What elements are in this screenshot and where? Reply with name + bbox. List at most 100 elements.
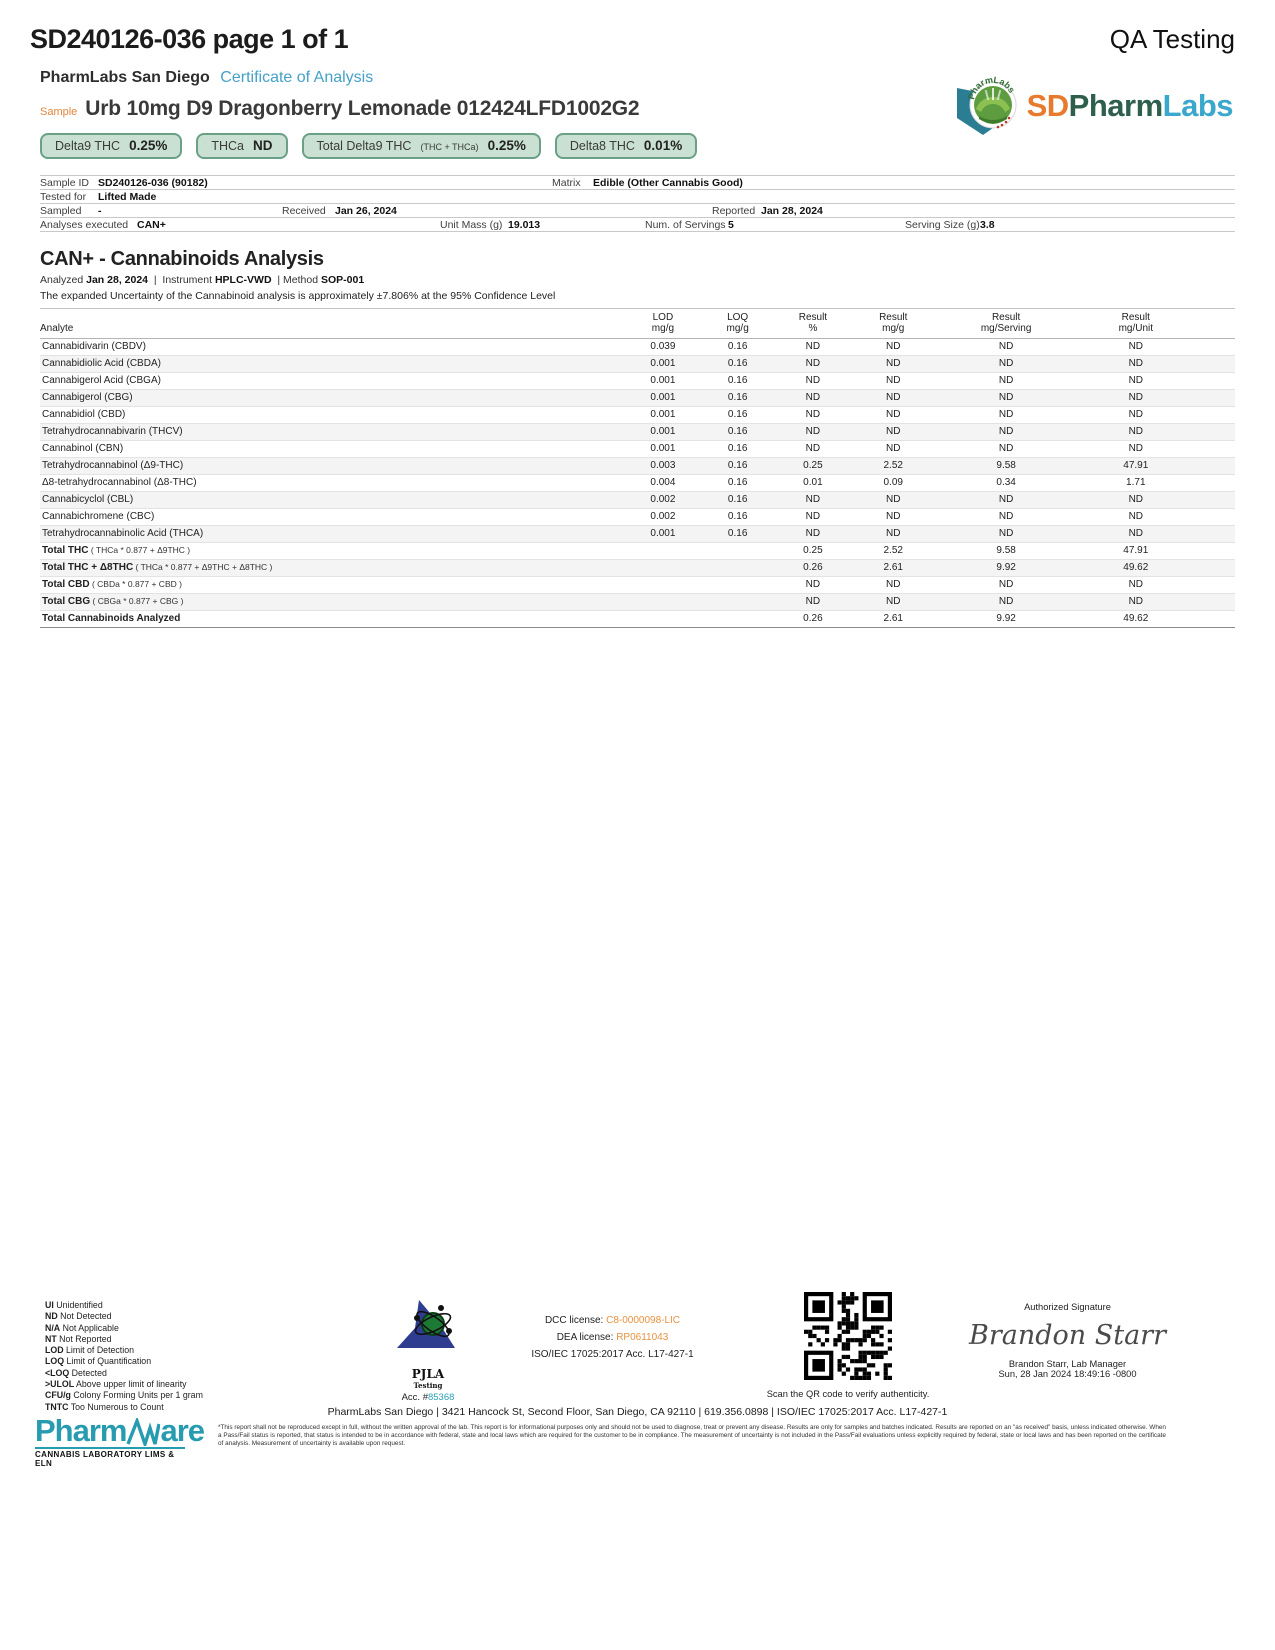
meta-row-sample-id: Sample ID SD240126-036 (90182) Matrix Ed… bbox=[40, 175, 1235, 189]
col-loq: LOQ mg/g bbox=[701, 308, 775, 339]
row-spacer bbox=[1194, 457, 1235, 475]
unit-value: ND bbox=[1077, 338, 1195, 356]
pharmlabs-seal-icon: PharmLabs bbox=[956, 75, 1017, 135]
serving-value: 9.92 bbox=[934, 559, 1078, 577]
analyte-name: Cannabidivarin (CBDV) bbox=[40, 338, 625, 356]
row-spacer bbox=[1194, 440, 1235, 458]
report-id: SD240126-036 page 1 of 1 bbox=[30, 24, 349, 54]
col-result-serving: Result mg/Serving bbox=[934, 308, 1078, 339]
pct-value: ND bbox=[774, 525, 852, 543]
mgg-value: ND bbox=[851, 355, 935, 373]
loq-value bbox=[701, 610, 775, 628]
pct-value: ND bbox=[774, 593, 852, 611]
iso-accreditation: ISO/IEC 17025:2017 Acc. L17-427-1 bbox=[531, 1349, 694, 1360]
serving-value: ND bbox=[934, 440, 1078, 458]
serving-value: ND bbox=[934, 389, 1078, 407]
loq-value: 0.16 bbox=[701, 474, 775, 492]
total-name: Total THC ( THCa * 0.877 + Δ9THC ) bbox=[40, 542, 625, 560]
serving-value: ND bbox=[934, 372, 1078, 390]
total-name: Total CBD ( CBDa * 0.877 + CBD ) bbox=[40, 576, 625, 594]
brand-wordmark: SDPharmLabs bbox=[1027, 88, 1234, 124]
meta-row-analyses: Analyses executed CAN+ Unit Mass (g) 19.… bbox=[40, 217, 1235, 231]
badge-label: Delta8 THC bbox=[569, 139, 635, 153]
serving-value: ND bbox=[934, 338, 1078, 356]
serving-value: ND bbox=[934, 406, 1078, 424]
sample-name: Urb 10mg D9 Dragonberry Lemonade 012424L… bbox=[85, 97, 640, 120]
lod-value: 0.001 bbox=[624, 406, 702, 424]
title-bar: SD240126-036 page 1 of 1 QA Testing bbox=[30, 24, 1235, 55]
sdpharmlabs-logo: PharmLabs SDPharmLabs bbox=[951, 72, 1234, 140]
meta-row-tested-for: Tested for Lifted Made bbox=[40, 189, 1235, 203]
sampled-label: Sampled bbox=[40, 205, 82, 217]
analyte-table-body: Cannabidivarin (CBDV) 0.039 0.16 ND ND ND ND Ca… bbox=[40, 338, 1235, 628]
lod-value bbox=[624, 576, 702, 594]
unit-value: ND bbox=[1077, 406, 1195, 424]
num-servings-value: 5 bbox=[728, 219, 734, 231]
total-name: Total THC + Δ8THC ( THCa * 0.877 + Δ9THC… bbox=[40, 559, 625, 577]
mgg-value: 0.09 bbox=[851, 474, 935, 492]
analyte-row: Cannabidiol (CBD) 0.001 0.16 ND ND ND ND bbox=[40, 406, 1235, 424]
analyte-row: Cannabinol (CBN) 0.001 0.16 ND ND ND ND bbox=[40, 440, 1235, 458]
mgg-value: 2.61 bbox=[851, 559, 935, 577]
loq-value: 0.16 bbox=[701, 457, 775, 475]
signature-block: Authorized Signature Brandon Starr Brand… bbox=[935, 1302, 1200, 1379]
loq-value: 0.16 bbox=[701, 338, 775, 356]
unit-value: ND bbox=[1077, 576, 1195, 594]
analyte-name: Cannabichromene (CBC) bbox=[40, 508, 625, 526]
received-label: Received bbox=[282, 205, 326, 217]
unit-value: 1.71 bbox=[1077, 474, 1195, 492]
serving-value: ND bbox=[934, 593, 1078, 611]
qr-block: Scan the QR code to verify authenticity. bbox=[753, 1292, 943, 1399]
analyte-row: Cannabicyclol (CBL) 0.002 0.16 ND ND ND ND bbox=[40, 491, 1235, 509]
analyzed-label: Analyzed bbox=[40, 274, 84, 286]
pct-value: 0.26 bbox=[774, 610, 852, 628]
badge-delta9-thc: Delta9 THC 0.25% bbox=[40, 133, 183, 159]
analyses-executed-label: Analyses executed bbox=[40, 219, 129, 231]
mgg-value: 2.52 bbox=[851, 542, 935, 560]
legend-item: UI Unidentified bbox=[45, 1300, 103, 1310]
analyte-row: Tetrahydrocannabivarin (THCV) 0.001 0.16 ND… bbox=[40, 423, 1235, 441]
analyte-row: Cannabigerol Acid (CBGA) 0.001 0.16 ND ND ND N… bbox=[40, 372, 1235, 390]
col-result-unit: Result mg/Unit bbox=[1077, 308, 1195, 339]
pjla-accreditation-number: Acc. #85368 bbox=[401, 1392, 455, 1403]
mgg-value: ND bbox=[851, 406, 935, 424]
loq-value bbox=[701, 542, 775, 560]
row-spacer bbox=[1194, 389, 1235, 407]
unit-value: ND bbox=[1077, 593, 1195, 611]
badge-label: Total Delta9 THC bbox=[316, 139, 412, 153]
legend-item: LOQ Limit of Quantification bbox=[45, 1356, 152, 1367]
lod-value: 0.001 bbox=[624, 423, 702, 441]
matrix-value: Edible (Other Cannabis Good) bbox=[593, 177, 743, 189]
mgg-value: ND bbox=[851, 593, 935, 611]
mgg-value: ND bbox=[851, 508, 935, 526]
unit-value: 49.62 bbox=[1077, 610, 1195, 628]
total-name: Total Cannabinoids Analyzed bbox=[40, 610, 625, 628]
loq-value bbox=[701, 576, 775, 594]
serving-value: ND bbox=[934, 355, 1078, 373]
col-lod: LOD mg/g bbox=[624, 308, 702, 339]
loq-value: 0.16 bbox=[701, 372, 775, 390]
total-name: Total CBG ( CBGa * 0.877 + CBG ) bbox=[40, 593, 625, 611]
signer-name: Brandon Starr, Lab Manager bbox=[1008, 1359, 1127, 1369]
row-spacer bbox=[1194, 491, 1235, 509]
pjla-name: PJLA bbox=[411, 1367, 445, 1381]
qa-testing-label: QA Testing bbox=[1109, 24, 1235, 54]
row-spacer bbox=[1194, 610, 1235, 628]
legend-item: ND Not Detected bbox=[45, 1311, 112, 1322]
total-row: Total CBG ( CBGa * 0.877 + CBG ) ND ND ND ND bbox=[40, 593, 1235, 611]
mgg-value: ND bbox=[851, 491, 935, 509]
badge-label: Delta9 THC bbox=[55, 139, 121, 153]
lab-address: PharmLabs San Diego | 3421 Hancock St, S… bbox=[327, 1406, 948, 1418]
badge-label: THCa bbox=[211, 139, 245, 153]
row-spacer bbox=[1194, 508, 1235, 526]
legend-item: CFU/g Colony Forming Units per 1 gram bbox=[45, 1390, 203, 1401]
qr-code bbox=[804, 1292, 892, 1380]
pct-value: 0.01 bbox=[774, 474, 852, 492]
pct-value: ND bbox=[774, 389, 852, 407]
mgg-value: 2.61 bbox=[851, 610, 935, 628]
signature-date: Sun, 28 Jan 2024 18:49:16 -0800 bbox=[998, 1369, 1137, 1379]
serving-size-value: 3.8 bbox=[980, 219, 995, 231]
matrix-label: Matrix bbox=[552, 177, 581, 189]
badge-value: ND bbox=[253, 138, 273, 153]
